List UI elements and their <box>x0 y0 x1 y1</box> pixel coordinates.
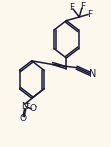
Text: O: O <box>30 105 37 113</box>
Text: F: F <box>69 3 74 12</box>
Text: F: F <box>88 10 93 19</box>
Text: +: + <box>25 101 31 107</box>
Text: -: - <box>35 103 37 109</box>
Text: N: N <box>21 102 28 111</box>
Text: O: O <box>20 114 27 123</box>
Text: N: N <box>89 69 97 79</box>
Text: F: F <box>81 2 86 11</box>
